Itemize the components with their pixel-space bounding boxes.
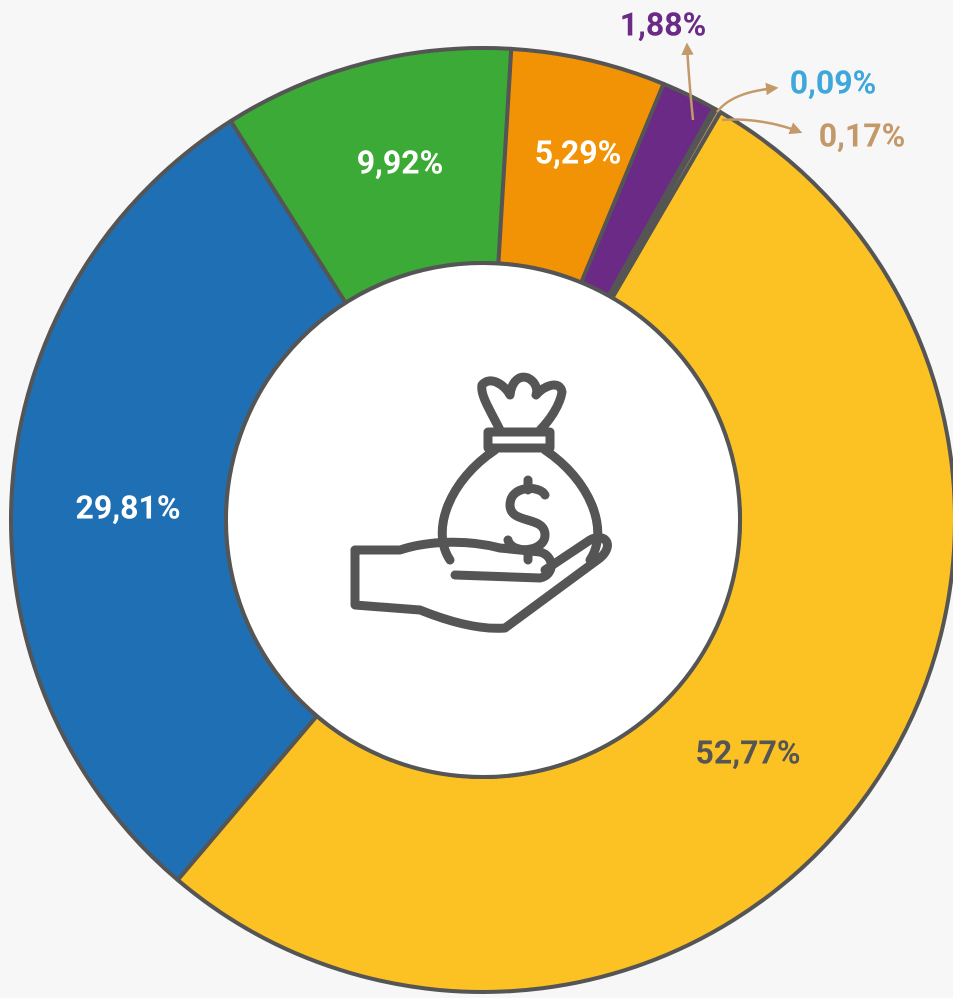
money-icon [350,372,612,633]
donut-hole [224,261,742,779]
data-label: 29,81% [76,488,181,526]
donut [9,46,953,994]
data-label: 1,88% [620,5,707,43]
data-label: 0,17% [819,116,906,154]
data-label: 52,77% [696,733,801,771]
data-label: 5,29% [535,133,622,171]
data-label: 9,92% [357,143,444,181]
leader-lines [681,42,803,135]
data-label: 0,09% [790,63,877,101]
